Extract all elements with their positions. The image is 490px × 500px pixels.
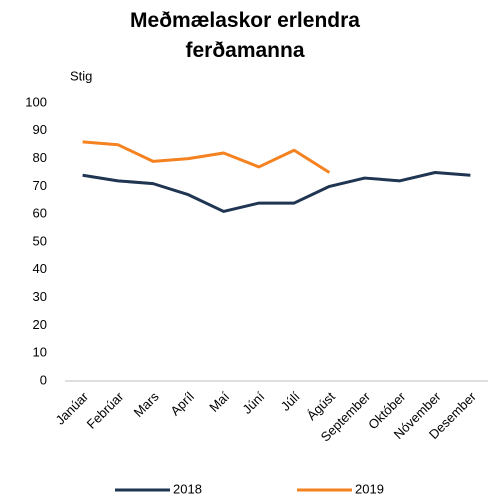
y-tick-label: 90 <box>33 122 47 137</box>
line-series <box>82 171 471 213</box>
y-tick-label: 20 <box>33 317 47 332</box>
y-tick-label: 10 <box>33 345 47 360</box>
y-tick-label: 30 <box>33 289 47 304</box>
x-tick-label: Febrúar <box>84 388 127 431</box>
y-tick-label: 100 <box>25 94 47 109</box>
chart-title: Meðmælaskor erlendra ferðamanna <box>130 9 360 62</box>
y-tick-label: 50 <box>33 233 47 248</box>
legend-label: 2018 <box>173 481 202 496</box>
y-tick-label: 70 <box>33 178 47 193</box>
y-tick-label: 60 <box>33 206 47 221</box>
legend-label: 2019 <box>355 481 384 496</box>
y-tick-label: 40 <box>33 261 47 276</box>
line-series <box>82 140 331 174</box>
y-tick-label: 0 <box>40 372 47 387</box>
y-tick-label: 80 <box>33 150 47 165</box>
x-tick-label: Júní <box>239 389 267 417</box>
x-tick-label: Apríl <box>167 389 197 419</box>
y-axis-label: Stig <box>70 68 92 83</box>
x-tick-label: Júlí <box>278 389 303 414</box>
x-tick-label: Maí <box>206 389 232 415</box>
x-tick-label: Mars <box>131 389 162 420</box>
